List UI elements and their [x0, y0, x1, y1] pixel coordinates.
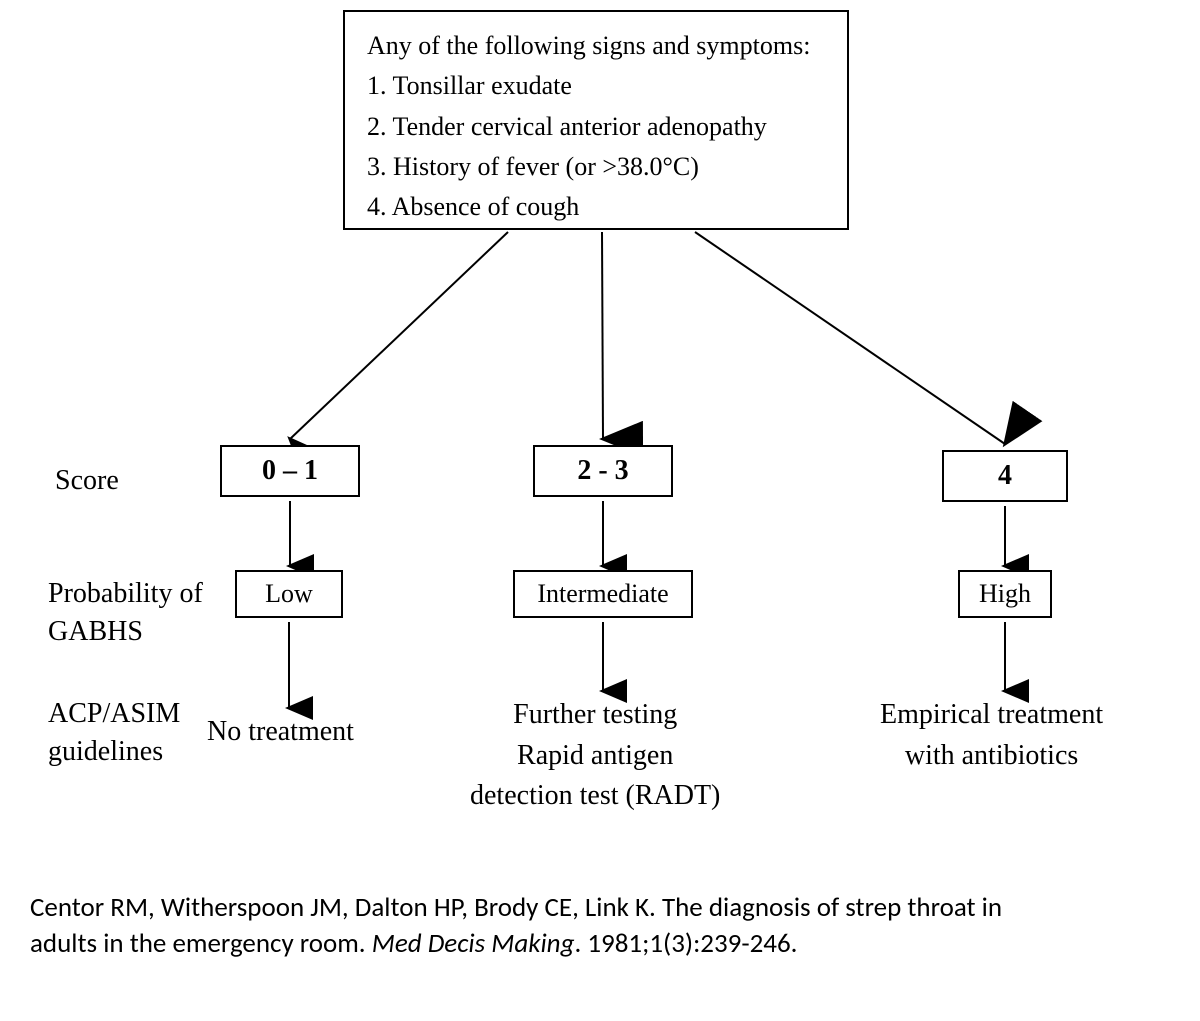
criteria-title: Any of the following signs and symptoms:	[367, 26, 825, 66]
row-label-guidelines: ACP/ASIM guidelines	[48, 695, 180, 771]
probability-box-intermediate: Intermediate	[513, 570, 693, 618]
criteria-item: 2. Tender cervical anterior adenopathy	[367, 107, 825, 147]
citation-text: Centor RM, Witherspoon JM, Dalton HP, Br…	[30, 890, 1030, 963]
guideline-text-empirical: Empirical treatment with antibiotics	[880, 695, 1103, 776]
criteria-item: 1. Tonsillar exudate	[367, 66, 825, 106]
score-box-0-1: 0 – 1	[220, 445, 360, 497]
citation-journal: Med Decis Making	[372, 927, 575, 960]
citation-after: . 1981;1(3):239-246.	[574, 927, 797, 960]
probability-box-low: Low	[235, 570, 343, 618]
probability-box-high: High	[958, 570, 1052, 618]
guideline-text-no-treatment: No treatment	[207, 712, 354, 753]
score-box-4: 4	[942, 450, 1068, 502]
guideline-text-further-testing: Further testing Rapid antigen detection …	[470, 695, 720, 817]
criteria-item: 4. Absence of cough	[367, 187, 825, 227]
criteria-item: 3. History of fever (or >38.0°C)	[367, 147, 825, 187]
row-label-probability: Probability of GABHS	[48, 575, 203, 651]
score-box-2-3: 2 - 3	[533, 445, 673, 497]
row-label-score: Score	[55, 462, 119, 500]
criteria-box: Any of the following signs and symptoms:…	[343, 10, 849, 230]
